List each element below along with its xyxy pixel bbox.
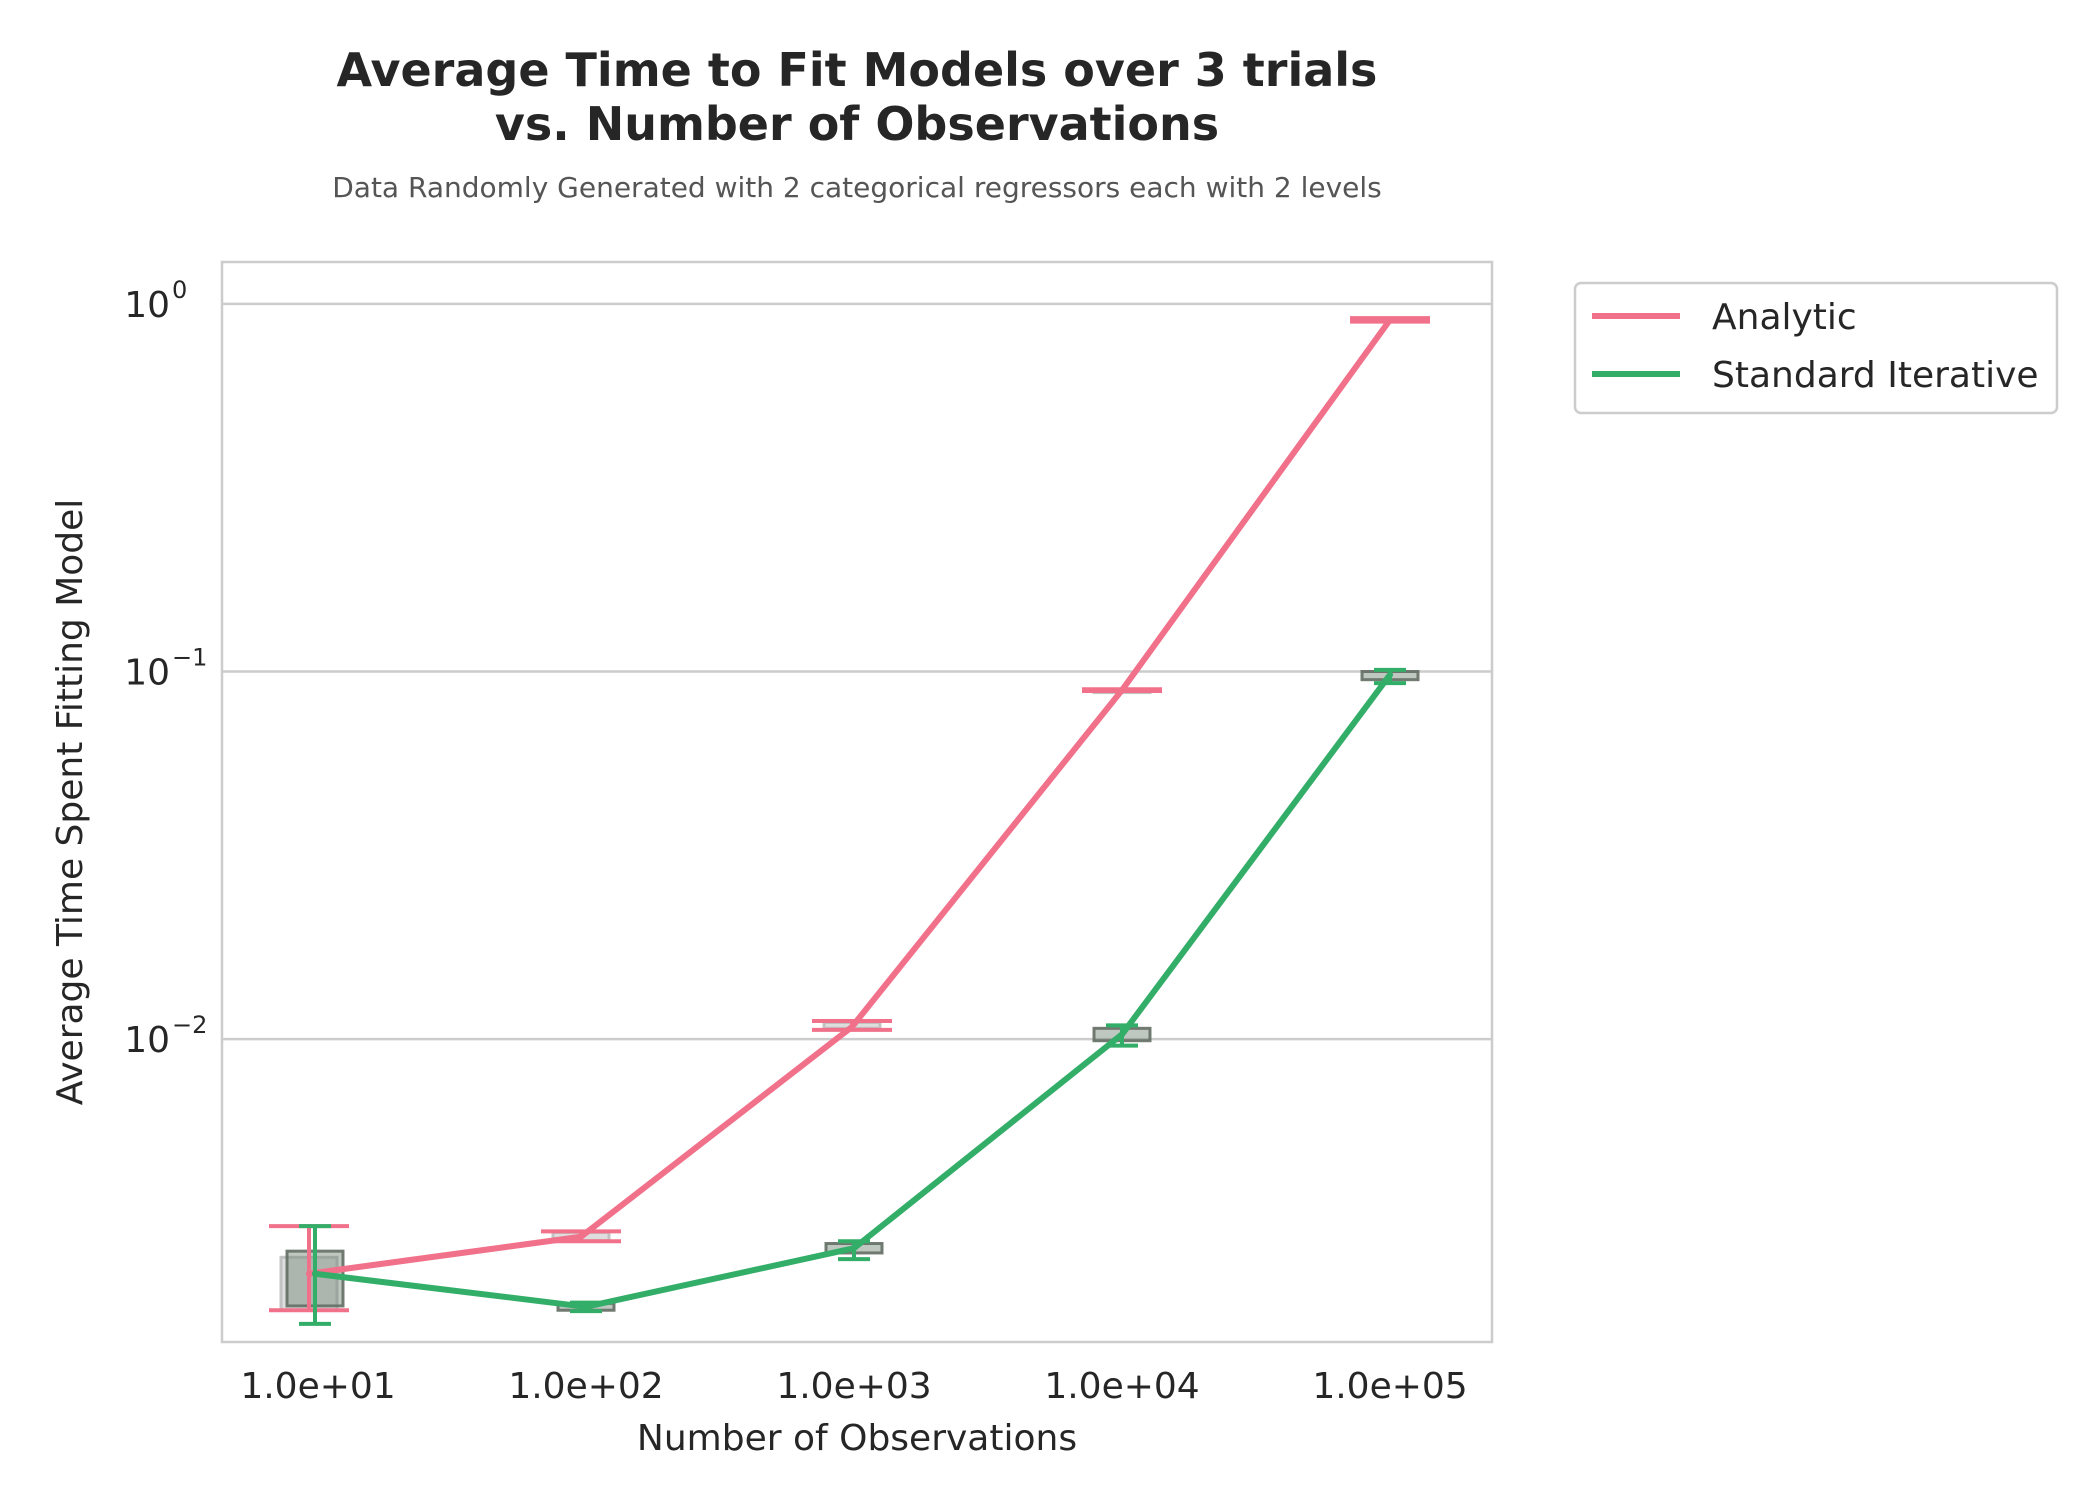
y-tick-label: 10 <box>124 1020 170 1061</box>
legend-label-standard-iterative: Standard Iterative <box>1712 355 2039 396</box>
chart-subtitle: Data Randomly Generated with 2 categoric… <box>332 171 1382 204</box>
chart-title-line-2: vs. Number of Observations <box>495 97 1219 151</box>
chart-title-line-1: Average Time to Fit Models over 3 trials <box>337 43 1378 97</box>
gridlines <box>222 302 1492 1041</box>
y-tick-exponent: −2 <box>172 1011 207 1039</box>
x-tick-label: 1.0e+05 <box>1312 1366 1467 1407</box>
series-line-analytic <box>306 316 1393 1277</box>
data-point-standard-iterative <box>583 1303 589 1310</box>
data-point-analytic <box>306 1270 312 1277</box>
series-line-standard-iterative <box>312 671 1393 1310</box>
y-tick-exponent: 0 <box>172 276 187 304</box>
x-tick-label: 1.0e+02 <box>508 1366 663 1407</box>
data-point-analytic <box>849 1023 855 1030</box>
y-tick-label: 10 <box>124 653 170 694</box>
x-tick-label: 1.0e+04 <box>1044 1366 1199 1407</box>
data-point-analytic <box>1387 316 1393 323</box>
x-tick-label: 1.0e+01 <box>240 1366 395 1407</box>
data-point-standard-iterative <box>1119 1031 1125 1038</box>
data-point-standard-iterative <box>312 1270 318 1277</box>
y-tick-label: 10 <box>124 285 170 326</box>
error-boxes <box>279 317 1420 1312</box>
data-point-analytic <box>1119 687 1125 694</box>
series-lines <box>306 316 1393 1310</box>
data-point-standard-iterative <box>851 1245 857 1252</box>
error-bars <box>269 316 1430 1326</box>
x-tick-label: 1.0e+03 <box>776 1366 931 1407</box>
x-axis-ticks: 1.0e+01 1.0e+02 1.0e+03 1.0e+04 1.0e+05 <box>240 1366 1467 1407</box>
data-point-analytic <box>578 1233 584 1240</box>
legend-frame <box>1573 281 2059 415</box>
legend: Analytic Standard Iterative <box>1573 281 2059 415</box>
legend-label-analytic: Analytic <box>1712 297 1857 338</box>
data-point-standard-iterative <box>1387 671 1393 678</box>
y-axis-label: Average Time Spent Fitting Model <box>50 499 91 1106</box>
plot-frame <box>220 260 1494 1344</box>
y-tick-exponent: −1 <box>172 644 207 672</box>
x-axis-label: Number of Observations <box>637 1418 1077 1459</box>
